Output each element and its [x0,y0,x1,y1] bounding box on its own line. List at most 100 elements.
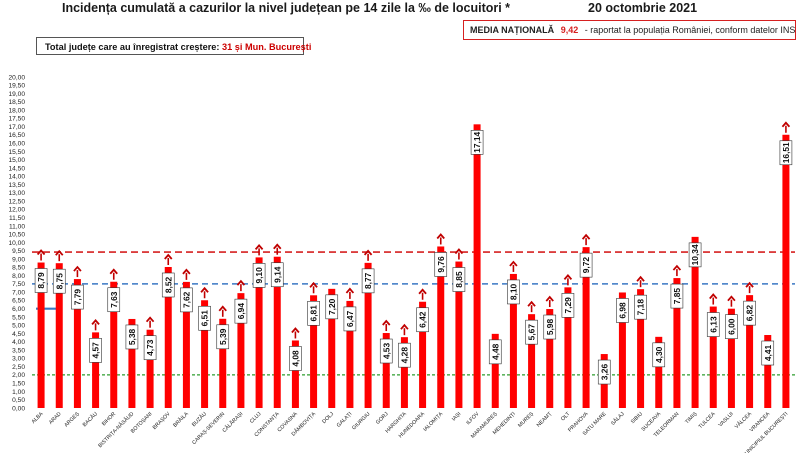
value-label-box [616,298,629,323]
bar [237,293,245,408]
x-tick-label: VASLUI [718,411,735,428]
value-label: 4,57 [89,338,102,363]
value-label-text: 3,26 [599,364,609,381]
increase-arrows [36,121,791,339]
y-tick-label: 0,00 [12,405,25,412]
y-tick-label: 18,00 [8,107,25,114]
value-label-text: 4,41 [763,345,773,362]
x-tick-label: BUZĂU [190,410,208,428]
value-label: 8,79 [34,268,48,293]
increase-arrow-head [273,243,282,250]
increase-arrow-head [236,279,246,286]
bar [382,333,390,408]
bar [618,292,626,408]
value-label-box [52,268,66,294]
y-tick-label: 20,00 [8,74,25,81]
value-label: 6,51 [198,305,211,331]
value-label-text: 8,85 [454,271,464,288]
bar [92,332,100,408]
increase-arrow-head [345,287,355,294]
bar [582,247,590,408]
x-tick-label: ARGEȘ [63,411,81,429]
bar [310,295,318,408]
x-axis-labels: ALBA ARAD ARGEȘ BACĂU BIHORBISTRIȚA-NĂSĂUDBO… [31,410,790,453]
value-label-text: 7,85 [672,288,682,305]
value-label: 5,39 [216,324,230,350]
bar [37,262,45,408]
value-label: 7,63 [107,287,121,313]
bar [110,281,118,408]
x-tick-label: DOLJ [321,411,335,425]
value-label: 9,10 [252,263,266,288]
y-tick-label: 6,00 [12,306,25,313]
increase-arrow-head [709,293,718,300]
value-label-box [434,252,448,277]
increase-arrow-head [182,268,191,275]
value-label-text: 17,14 [472,132,482,153]
value-label-box [525,319,538,345]
value-label-text: 6,47 [345,310,355,327]
bar [255,257,263,408]
y-tick-label: 19,00 [8,91,25,98]
national-average-label: MEDIA NAȚIONALĂ [470,25,555,35]
national-average-value: 9,42 [560,25,579,35]
value-label: 16,51 [779,140,793,166]
value-label-box [634,294,647,320]
bar [746,295,754,408]
value-label-box [561,293,575,318]
bar [637,289,645,408]
x-tick-label: BIHOR [101,411,117,427]
bar [164,266,172,408]
national-average-dash: - [584,25,588,35]
increase-arrow-head [781,121,791,128]
y-tick-label: 11,00 [9,223,25,230]
increase-arrow-head [91,318,100,325]
value-label-box [34,268,48,293]
value-label-box [779,140,793,166]
x-tick-label: ALBA [31,411,45,425]
value-label-text: 6,82 [745,305,755,322]
increase-arrow-head [563,273,573,280]
value-label: 5,67 [525,319,538,345]
value-label-text: 7,79 [72,289,82,306]
value-label-box [688,242,702,268]
x-tick-label: IAȘI [451,411,462,422]
increase-arrow-head [727,295,736,302]
value-label: 7,85 [670,283,684,309]
y-tick-label: 17,50 [8,116,25,123]
bar [273,256,281,408]
value-label-box [234,298,248,324]
bar [455,261,463,408]
y-tick-label: 19,50 [8,83,25,90]
bar [727,308,735,408]
value-label: 6,98 [616,298,629,323]
y-tick-label: 3,00 [12,356,25,363]
bar [528,314,536,408]
value-label-text: 9,14 [272,266,282,283]
y-tick-label: 5,50 [12,314,25,321]
value-labels: 8,79 8,75 7,79 4,57 7,63 5,38 4,73 8,52 7,62 6,51… [34,130,793,385]
value-label: 6,00 [725,314,738,340]
summary-label: Total județe care au înregistrat creșter… [45,42,220,52]
y-tick-label: 16,50 [8,132,25,139]
value-label-box [343,306,357,332]
y-tick-label: 1,50 [12,380,25,387]
increase-arrow-head [454,248,464,255]
increase-arrow-head [436,233,445,240]
value-label-box [216,324,230,350]
value-label: 6,13 [706,312,720,337]
value-label-box [743,300,756,326]
bar [782,134,790,408]
increase-arrow-head [382,319,391,326]
x-tick-label: OLT [560,411,572,423]
bar [437,246,445,408]
y-tick-label: 13,00 [8,190,25,197]
value-label-box [452,267,466,292]
value-label-text: 4,30 [654,346,664,363]
y-tick-label: 9,00 [12,256,25,263]
value-label-box [325,294,339,320]
value-label: 7,29 [561,293,575,318]
value-label-box [252,263,266,288]
increase-arrow-head [672,264,682,271]
value-label-text: 5,39 [218,328,228,345]
